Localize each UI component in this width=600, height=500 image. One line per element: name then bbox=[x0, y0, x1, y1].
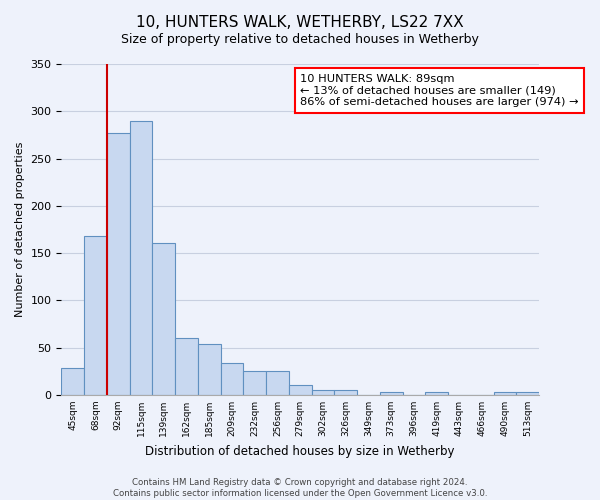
Text: 10 HUNTERS WALK: 89sqm
← 13% of detached houses are smaller (149)
86% of semi-de: 10 HUNTERS WALK: 89sqm ← 13% of detached… bbox=[300, 74, 579, 107]
Bar bbox=[175, 338, 198, 395]
Bar bbox=[221, 363, 244, 395]
Bar bbox=[516, 392, 539, 395]
Bar bbox=[494, 392, 516, 395]
Bar bbox=[425, 392, 448, 395]
Bar bbox=[107, 133, 130, 395]
X-axis label: Distribution of detached houses by size in Wetherby: Distribution of detached houses by size … bbox=[145, 444, 455, 458]
Bar bbox=[130, 120, 152, 395]
Bar bbox=[334, 390, 357, 395]
Bar bbox=[311, 390, 334, 395]
Bar bbox=[61, 368, 84, 395]
Bar bbox=[84, 236, 107, 395]
Bar bbox=[266, 372, 289, 395]
Bar bbox=[198, 344, 221, 395]
Bar bbox=[289, 386, 311, 395]
Bar bbox=[380, 392, 403, 395]
Text: 10, HUNTERS WALK, WETHERBY, LS22 7XX: 10, HUNTERS WALK, WETHERBY, LS22 7XX bbox=[136, 15, 464, 30]
Text: Contains HM Land Registry data © Crown copyright and database right 2024.
Contai: Contains HM Land Registry data © Crown c… bbox=[113, 478, 487, 498]
Bar bbox=[244, 372, 266, 395]
Bar bbox=[152, 242, 175, 395]
Y-axis label: Number of detached properties: Number of detached properties bbox=[15, 142, 25, 317]
Text: Size of property relative to detached houses in Wetherby: Size of property relative to detached ho… bbox=[121, 32, 479, 46]
